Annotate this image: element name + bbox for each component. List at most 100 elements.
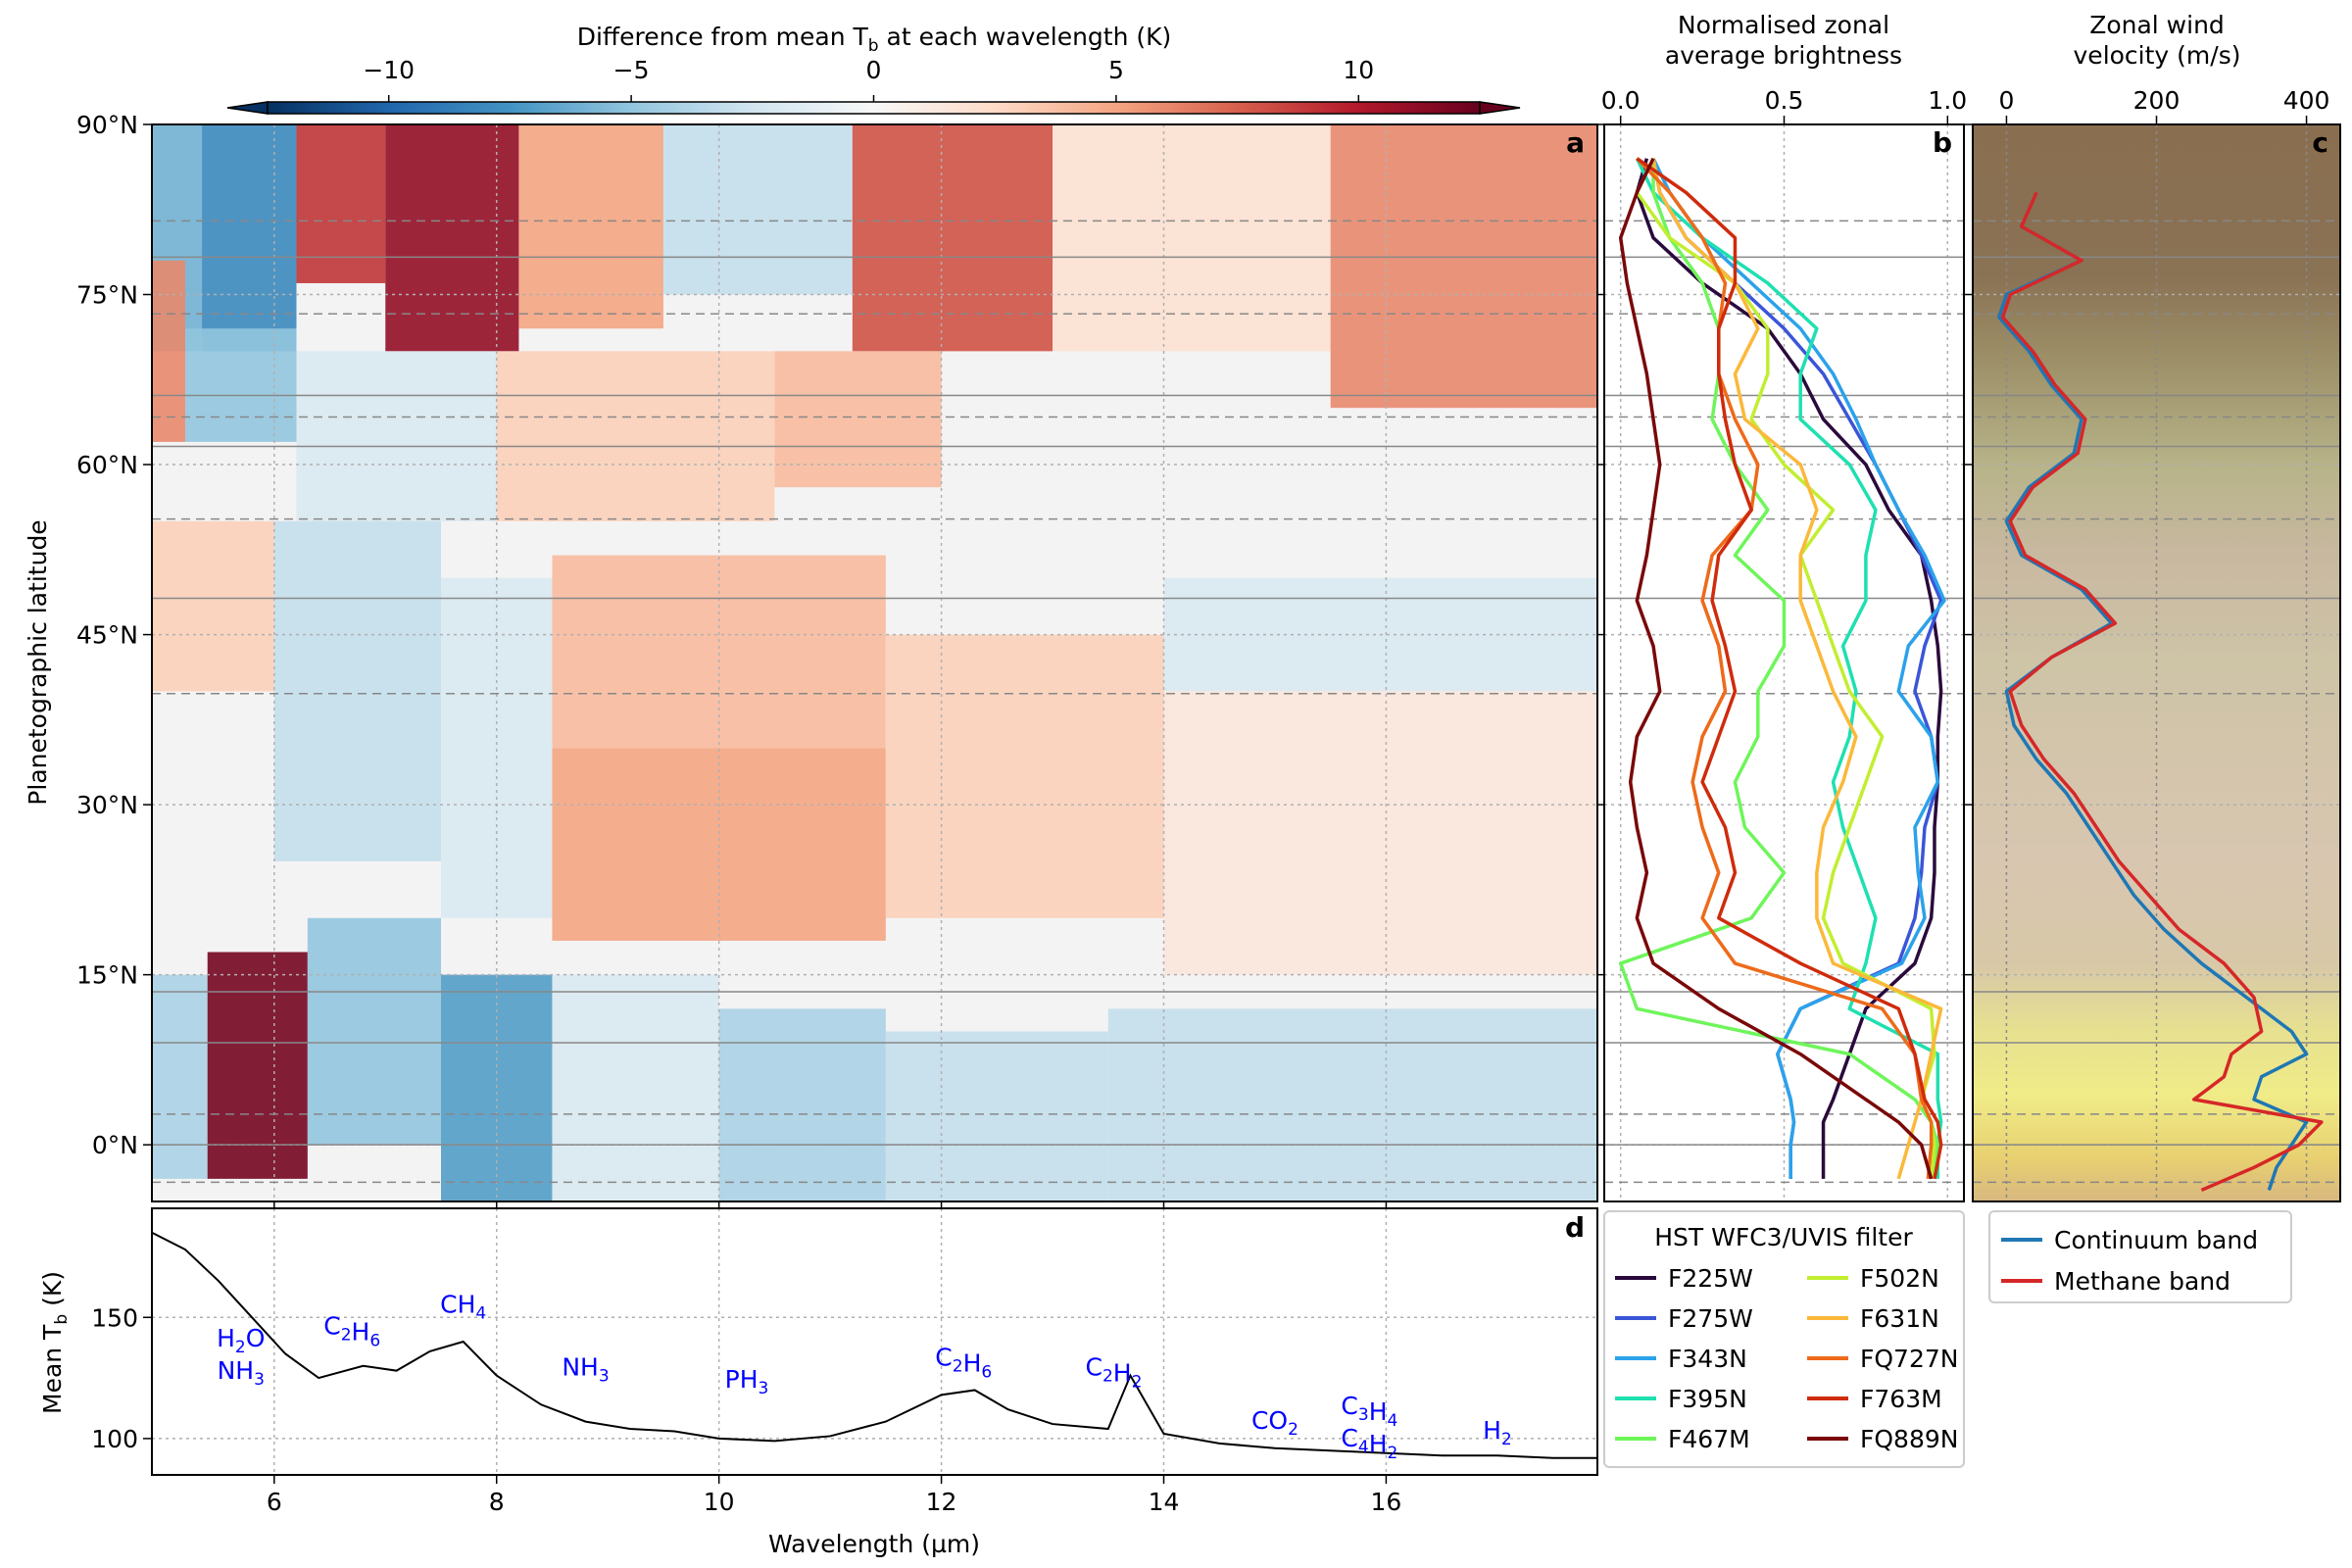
panel-c-letter: c <box>2312 126 2328 159</box>
colorbar-tick-label: −5 <box>613 56 650 84</box>
annotation-c2h6a: C2H6 <box>323 1312 380 1351</box>
mean-tb-line <box>152 1231 1597 1459</box>
annotation-c2h2: C2H2 <box>1085 1353 1142 1393</box>
panel-a-frame <box>151 123 1598 1202</box>
legend-label-FQ889N: FQ889N <box>1860 1425 1958 1453</box>
heatmap-cell <box>1163 691 1597 975</box>
colorbar-bar <box>267 101 1481 115</box>
panel-b-xtick-label: 0.0 <box>1601 86 1641 115</box>
heatmap-cell <box>185 328 297 442</box>
panel-b-title-line2: average brightness <box>1665 41 1902 70</box>
annotation-co2: CO2 <box>1251 1406 1298 1440</box>
heatmap-cell <box>885 1031 1108 1201</box>
panel-c-title-line2: velocity (m/s) <box>2074 41 2241 70</box>
panel-d-xtick-label: 8 <box>489 1488 505 1516</box>
wind-line-methane-band <box>2000 191 2324 1193</box>
panel-b: 0.0 0.5 1.0 Normalised zonal average brigh… <box>1601 11 1967 1202</box>
panel-b-title-line1: Normalised zonal <box>1678 11 1889 39</box>
legend-label-F631N: F631N <box>1860 1304 1939 1333</box>
panel-d-ylabel: Mean Tb (K) <box>38 1271 72 1414</box>
legend-wind-box <box>1988 1210 2292 1303</box>
heatmap-cell <box>718 1008 886 1201</box>
brightness-line-F343N <box>1651 157 1946 1179</box>
legend-filters-box <box>1603 1210 1965 1468</box>
legend-label-F763M: F763M <box>1860 1385 1942 1413</box>
brightness-line-F502N <box>1635 157 1936 1180</box>
annotation-c2h6b: C2H6 <box>935 1344 992 1383</box>
colorbar-tick-label: 10 <box>1343 56 1374 84</box>
panel-b-xtick-label: 1.0 <box>1928 86 1967 115</box>
legend-wind: Continuum band Methane band <box>1988 1210 2292 1303</box>
annotation-h2o-line2: NH3 <box>218 1356 265 1390</box>
panel-a-ylabel: Planetographic latitude <box>24 519 52 805</box>
colorbar: Difference from mean Tb at each waveleng… <box>226 23 1521 115</box>
legend-label-F275W: F275W <box>1668 1304 1753 1333</box>
brightness-line-F763M <box>1636 157 1943 1180</box>
annotation-h2: H2 <box>1483 1416 1512 1449</box>
heatmap-cell <box>1107 1008 1597 1201</box>
heatmap-cell <box>307 917 441 1146</box>
panel-a-ytick-label: 90°N <box>76 111 138 139</box>
annotation-ph3: PH3 <box>725 1365 769 1398</box>
legend-label-FQ727N: FQ727N <box>1860 1345 1958 1373</box>
colorbar-extend-left <box>226 101 269 115</box>
panel-c-xtick-label: 400 <box>2283 86 2330 115</box>
panel-d-background <box>152 1208 1597 1475</box>
panel-d-xtick-label: 14 <box>1149 1488 1180 1516</box>
heatmap-cell <box>1330 124 1597 409</box>
heatmap-cell <box>518 124 663 329</box>
panel-c-xtick-label: 200 <box>2133 86 2180 115</box>
heatmap-cell <box>296 351 497 521</box>
panel-c: 0 200 400 Zonal wind velocity (m/s) c <box>1972 11 2341 1202</box>
panel-a-letter: a <box>1566 126 1585 159</box>
panel-a: 0°N 15°N 30°N 45°N 60°N 75°N 90°N a Planetogra… <box>24 111 1973 1210</box>
annotation-nh3: NH3 <box>562 1353 609 1387</box>
legend-label-F502N: F502N <box>1860 1264 1939 1293</box>
legend-filters: HST WFC3/UVIS filter F225W F275W F343N F395… <box>1603 1210 1965 1468</box>
brightness-line-F631N <box>1651 158 1943 1180</box>
panel-a-ytick-label: 60°N <box>76 451 138 479</box>
panel-a-ytick-label: 0°N <box>92 1131 138 1159</box>
panel-d-ytick-label: 150 <box>91 1303 138 1332</box>
annotation-c3h4-line2: C4H2 <box>1341 1424 1397 1463</box>
panel-c-xtick-label: 0 <box>1998 86 2014 115</box>
panel-a-ytick-label: 45°N <box>76 621 138 650</box>
heatmap-cell <box>774 351 942 488</box>
legend-label-F467M: F467M <box>1668 1425 1750 1453</box>
panel-d-xtick-label: 10 <box>704 1488 735 1516</box>
heatmap-cell <box>273 520 441 861</box>
panel-c-title-line1: Zonal wind <box>2089 11 2225 39</box>
panel-b-letter: b <box>1933 126 1952 159</box>
colorbar-tick-label: 0 <box>866 56 882 84</box>
wind-line-continuum-band <box>1997 191 2309 1191</box>
legend-label-wind-0: Continuum band <box>2054 1226 2258 1254</box>
panel-d-ytick-label: 100 <box>91 1425 138 1453</box>
heatmap-cell <box>152 520 274 692</box>
heatmap-cell <box>202 124 297 352</box>
colorbar-extend-right <box>1479 101 1521 115</box>
heatmap-cell <box>662 124 853 295</box>
panel-d-letter: d <box>1565 1211 1585 1244</box>
heatmap-cell <box>441 974 553 1201</box>
legend-filters-title: HST WFC3/UVIS filter <box>1654 1223 1913 1251</box>
heatmap-cell <box>852 124 1054 352</box>
legend-label-F343N: F343N <box>1668 1345 1747 1373</box>
panel-d-xtick-label: 12 <box>926 1488 957 1516</box>
panel-b-xtick-label: 0.5 <box>1765 86 1804 115</box>
legend-label-wind-1: Methane band <box>2054 1267 2230 1296</box>
legend-label-F395N: F395N <box>1668 1385 1747 1413</box>
legend-label-F225W: F225W <box>1668 1264 1753 1293</box>
panel-d-xlabel: Wavelength (µm) <box>768 1530 980 1558</box>
heatmap-cell <box>1053 124 1331 352</box>
heatmap-cell <box>552 974 719 1201</box>
annotation-c3h4: C3H4 <box>1341 1392 1397 1431</box>
heatmap-cell <box>296 124 386 283</box>
panel-d-xtick-label: 16 <box>1371 1488 1402 1516</box>
panel-d-xtick-label: 6 <box>267 1488 282 1516</box>
colorbar-tick-label: 5 <box>1108 56 1124 84</box>
colorbar-title: Difference from mean Tb at each waveleng… <box>577 23 1172 56</box>
colorbar-tick-label: −10 <box>363 56 415 84</box>
heatmap-cell <box>152 974 208 1179</box>
